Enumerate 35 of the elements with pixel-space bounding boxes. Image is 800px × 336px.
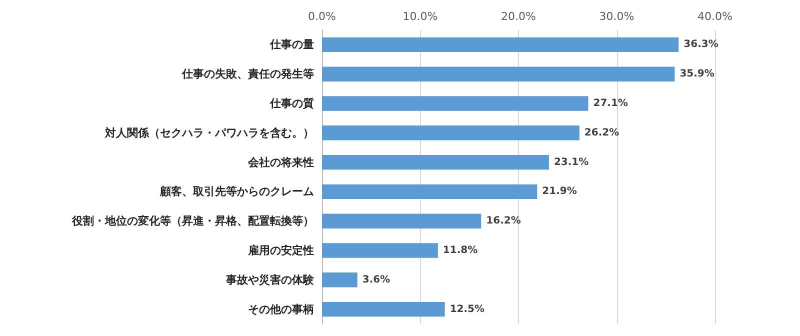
bar xyxy=(322,184,538,200)
bar xyxy=(322,66,675,82)
bar xyxy=(322,272,358,288)
data-label: 11.8% xyxy=(442,245,478,256)
y-tick-label: その他の事柄 xyxy=(248,302,314,316)
x-tick-label: 0.0% xyxy=(308,10,336,23)
data-label: 36.3% xyxy=(684,39,718,50)
data-label: 23.1% xyxy=(554,156,589,168)
x-tick-label: 30.0% xyxy=(599,10,634,23)
y-tick-label: 仕事の質 xyxy=(269,97,314,110)
bar xyxy=(322,243,438,258)
bar xyxy=(322,214,482,228)
y-tick-label: 顧客、取引先等からのクレーム xyxy=(159,185,314,198)
data-label: 27.1% xyxy=(593,98,628,109)
data-label: 35.9% xyxy=(680,68,714,80)
bar xyxy=(322,302,445,317)
y-tick-label: 会社の将来性 xyxy=(247,156,314,169)
data-label: 26.2% xyxy=(584,127,620,138)
y-tick-label: 雇用の安定性 xyxy=(247,244,314,257)
x-tick-label: 40.0% xyxy=(698,10,732,23)
y-tick-label: 仕事の量 xyxy=(269,38,314,52)
bar xyxy=(322,37,679,52)
bar xyxy=(322,126,580,140)
y-tick-label: 役割・地位の変化等（昇進・昇格、配置転換等） xyxy=(71,214,314,228)
data-label: 12.5% xyxy=(450,304,485,315)
bar xyxy=(322,154,549,170)
y-tick-label: 対人関係（セクハラ・パワハラを含む。） xyxy=(104,126,314,140)
data-label: 3.6% xyxy=(362,274,390,286)
data-label: 16.2% xyxy=(486,216,521,227)
x-tick-label: 10.0% xyxy=(402,10,438,23)
data-label: 21.9% xyxy=(542,186,577,198)
bar xyxy=(322,96,588,111)
y-tick-label: 事故や災害の体験 xyxy=(225,273,315,286)
y-tick-label: 仕事の失敗、責任の発生等 xyxy=(181,68,314,81)
x-tick-label: 20.0% xyxy=(501,10,536,23)
